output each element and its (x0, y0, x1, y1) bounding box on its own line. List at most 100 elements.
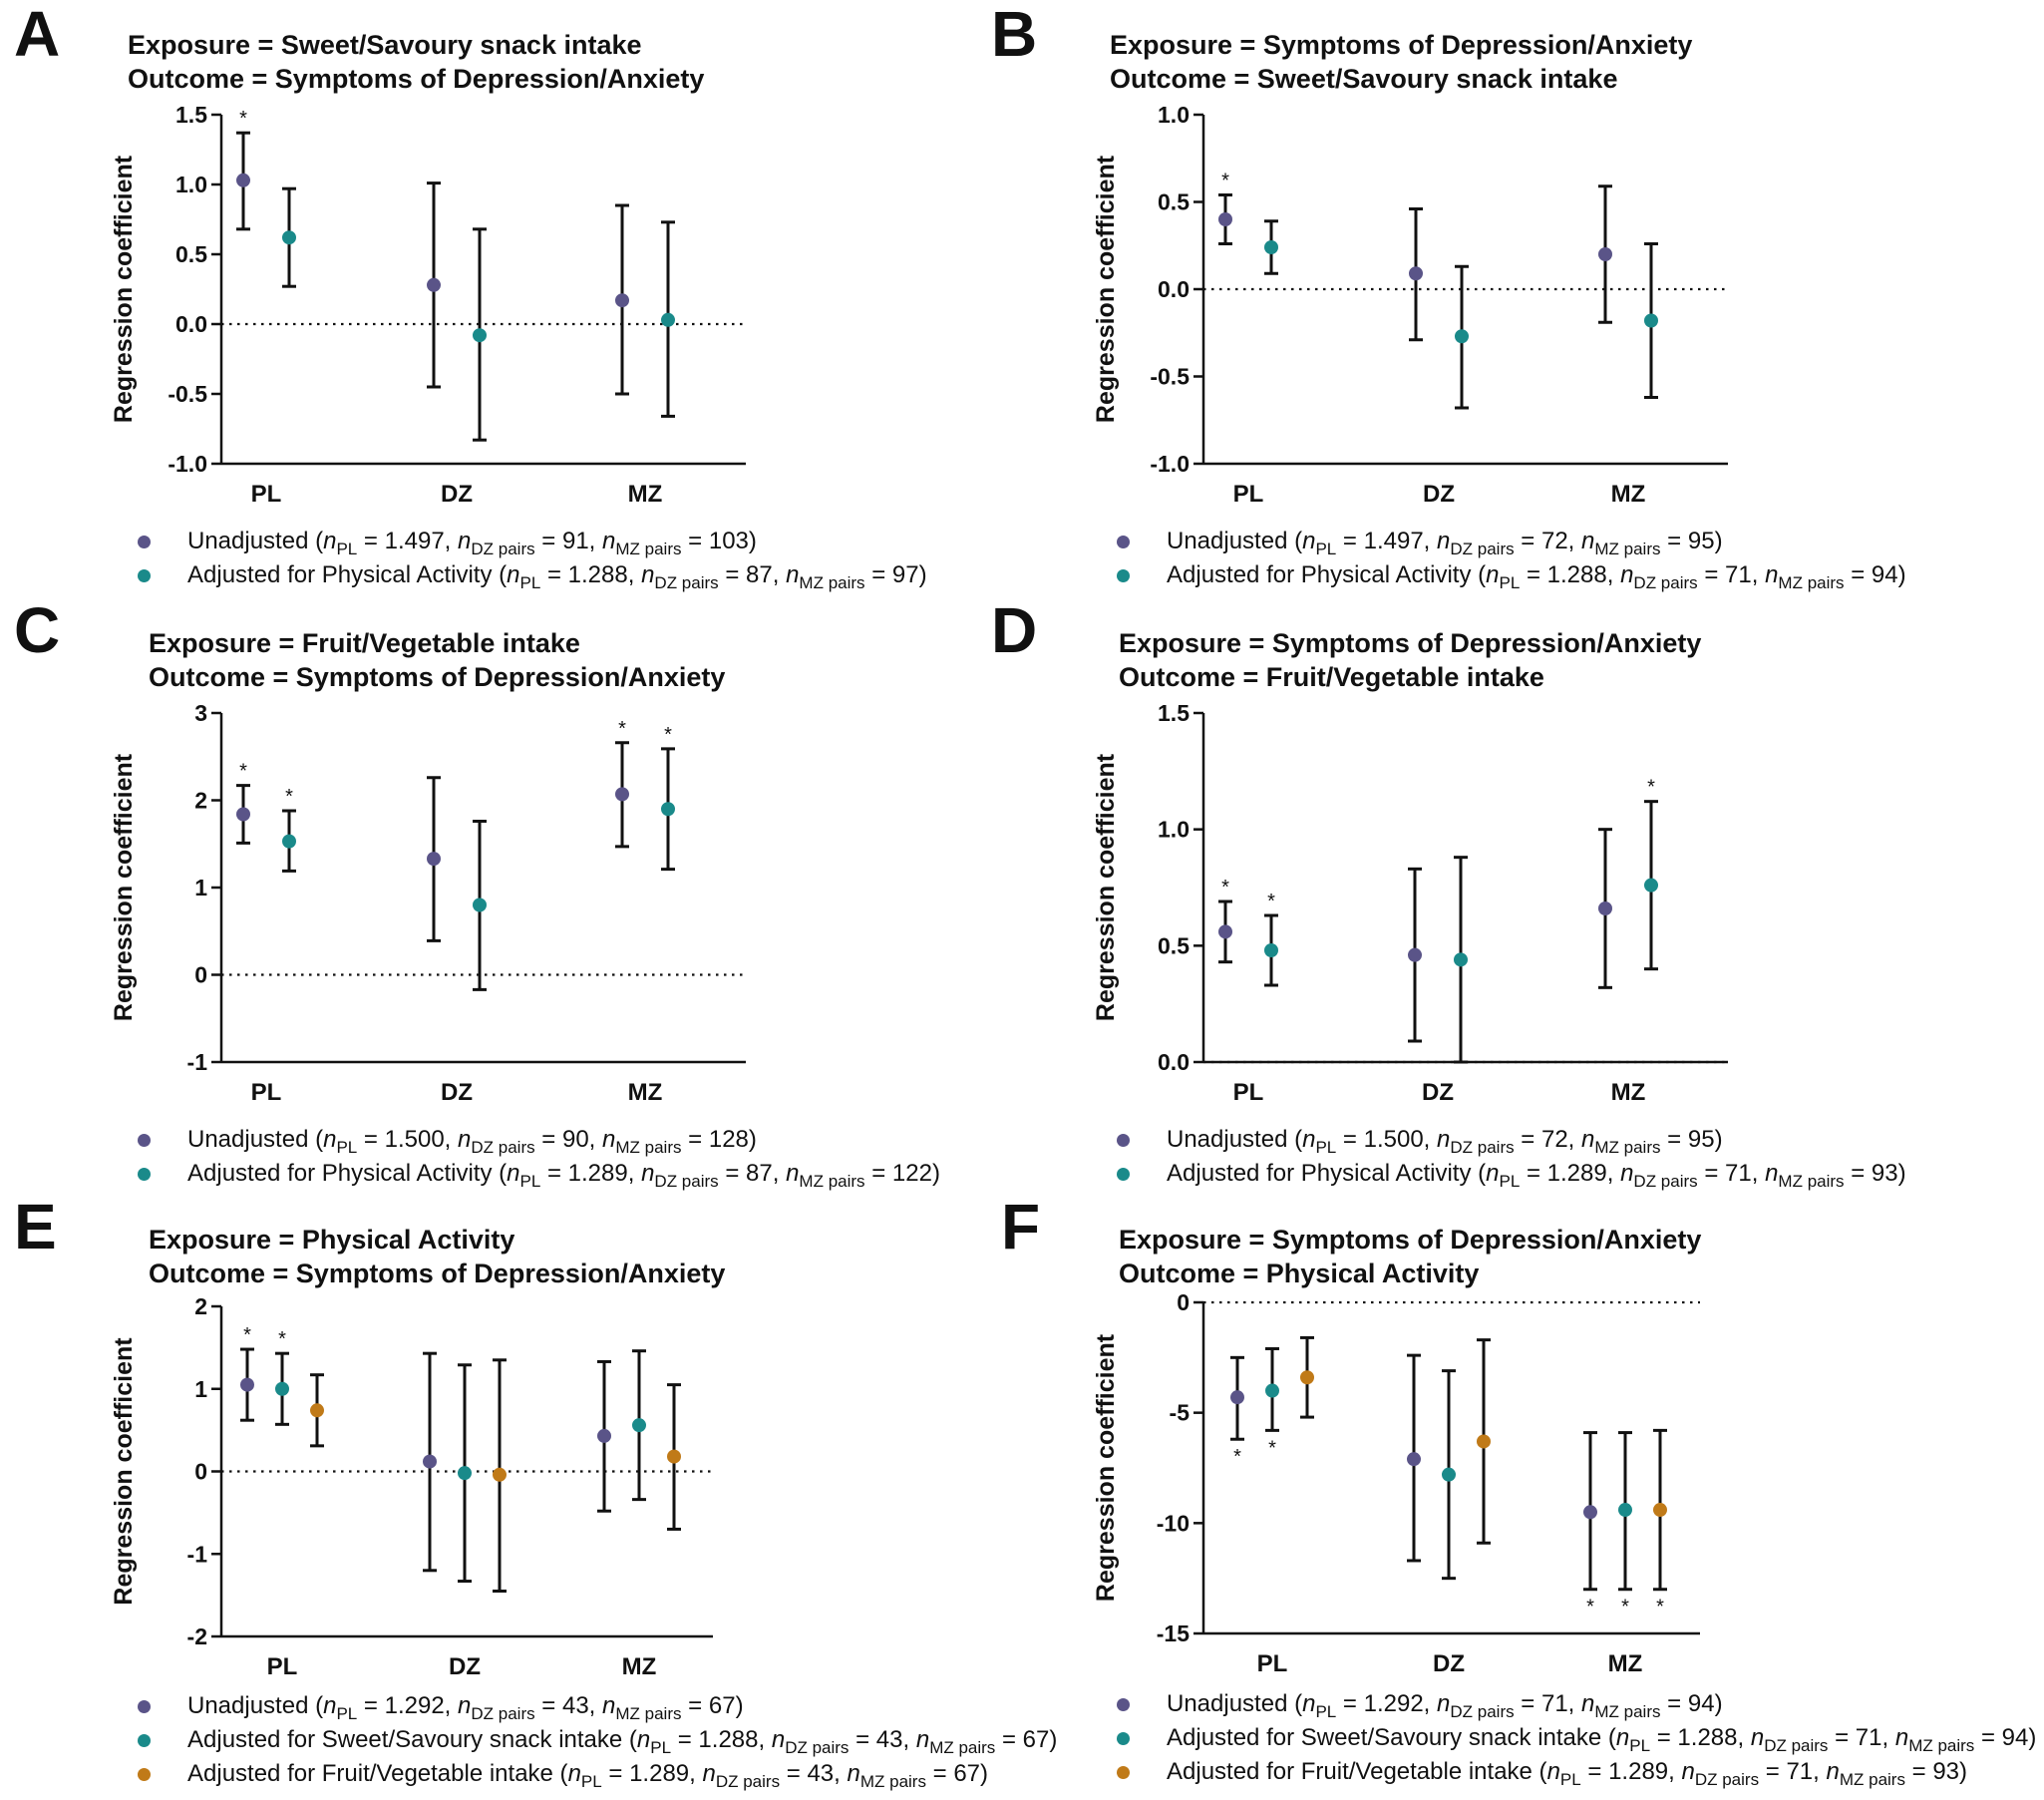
y-tick-label: 1.0 (175, 172, 207, 197)
x-tick-label: PL (251, 1079, 282, 1106)
legend-label: Adjusted for Fruit/Vegetable intake (1167, 1758, 1533, 1785)
legend-item: Unadjusted (nPL = 1.292, nDZ pairs = 43,… (138, 1689, 1057, 1723)
legend-n-mz: 97 (891, 561, 919, 588)
significance-asterisk: * (1267, 891, 1275, 912)
legend-label: Unadjusted (1167, 1690, 1288, 1717)
legend-n-dz: 91 (561, 528, 589, 554)
x-tick-label: DZ (441, 481, 473, 508)
data-point (667, 1449, 681, 1464)
legend-n-dz: 71 (1540, 1690, 1568, 1717)
data-point (1442, 1467, 1456, 1482)
legend-label: Adjusted for Physical Activity (1167, 1160, 1472, 1187)
exposure-line: Exposure = Symptoms of Depression/Anxiet… (1110, 30, 1693, 60)
legend-label: Unadjusted (187, 528, 309, 554)
x-tick-label: DZ (441, 1079, 473, 1106)
legend-label: Unadjusted (187, 1692, 309, 1719)
x-tick-label: PL (1233, 1079, 1264, 1106)
y-tick-label: 1.0 (1158, 817, 1190, 843)
panel-letter: E (14, 1191, 57, 1262)
y-tick-label: 0 (194, 1459, 207, 1485)
data-point (275, 1381, 289, 1396)
panel-title: Exposure = Symptoms of Depression/Anxiet… (1110, 28, 1692, 96)
legend-label: Adjusted for Sweet/Savoury snack intake (187, 1726, 623, 1753)
significance-asterisk: * (1621, 1597, 1629, 1619)
significance-asterisk: * (1656, 1597, 1664, 1619)
significance-asterisk: * (1268, 1437, 1276, 1459)
legend-label: Adjusted for Fruit/Vegetable intake (187, 1760, 553, 1787)
chart-f: Regression coefficient 0 -5 -10 -15 PL DZ MZ * * *… (1092, 1289, 1700, 1677)
y-tick-label: -0.5 (1150, 364, 1190, 390)
y-axis-label: Regression coefficient (110, 155, 138, 423)
y-tick-label: -0.5 (168, 381, 207, 407)
data-point (1230, 1390, 1244, 1405)
y-tick-label: 2 (194, 1293, 207, 1319)
data-point (427, 277, 441, 292)
panel-title: Exposure = Symptoms of Depression/Anxiet… (1119, 626, 1701, 694)
chart-a: Regression coefficient 1.5 1.0 0.5 0.0 -0.5 -1… (110, 102, 746, 508)
legend-item: Unadjusted (nPL = 1.292, nDZ pairs = 71,… (1117, 1687, 2036, 1721)
data-point (661, 312, 675, 327)
legend-n-mz: 94 (1687, 1690, 1715, 1717)
legend-n-mz: 67 (1022, 1726, 1050, 1753)
y-axis-label: Regression coefficient (1092, 155, 1120, 423)
legend-label: Adjusted for Physical Activity (187, 561, 493, 588)
x-tick-label: DZ (449, 1653, 481, 1680)
legend-marker (1117, 1134, 1130, 1147)
y-axis-label: Regression coefficient (110, 1337, 138, 1606)
data-point (1618, 1503, 1632, 1518)
x-tick-label: DZ (1423, 481, 1455, 508)
data-point (661, 802, 675, 817)
y-tick-label: -1.0 (168, 451, 207, 477)
legend-item: Unadjusted (nPL = 1.497, nDZ pairs = 91,… (138, 525, 927, 558)
y-tick-label: 2 (194, 788, 207, 814)
legend-label: Adjusted for Physical Activity (187, 1160, 493, 1187)
significance-asterisk: * (278, 1328, 286, 1350)
data-point (1644, 313, 1658, 328)
legend-n-pl: 1.289 (1546, 1160, 1607, 1187)
legend-n-dz: 43 (807, 1760, 835, 1787)
x-tick-label: DZ (1422, 1079, 1454, 1106)
legend-n-dz: 71 (1855, 1724, 1882, 1751)
significance-asterisk: * (664, 724, 672, 746)
significance-asterisk: * (1221, 877, 1229, 899)
legend-n-mz: 94 (1871, 561, 1898, 588)
significance-asterisk: * (1221, 171, 1229, 192)
x-tick-label: PL (1233, 481, 1264, 508)
x-tick-label: MZ (628, 481, 663, 508)
x-tick-label: PL (1257, 1650, 1288, 1677)
data-point (615, 293, 629, 308)
legend-n-mz: 93 (1871, 1160, 1898, 1187)
significance-asterisk: * (1586, 1597, 1594, 1619)
exposure-line: Exposure = Symptoms of Depression/Anxiet… (1119, 628, 1702, 658)
outcome-line: Outcome = Fruit/Vegetable intake (1119, 662, 1544, 692)
legend-marker (1117, 569, 1130, 582)
data-point (1653, 1503, 1667, 1518)
significance-asterisk: * (239, 761, 247, 783)
legend-n-pl: 1.500 (1363, 1126, 1424, 1153)
chart-d: Regression coefficient 1.5 1.0 0.5 0.0 PL DZ MZ… (1092, 700, 1728, 1106)
chart-e: Regression coefficient 2 1 0 -1 -2 PL DZ MZ * * (110, 1293, 713, 1680)
legend-n-pl: 1.497 (384, 528, 445, 554)
legend-marker (138, 1768, 151, 1781)
data-point (1455, 329, 1469, 344)
x-tick-label: MZ (1611, 481, 1646, 508)
legend-d: Unadjusted (nPL = 1.500, nDZ pairs = 72,… (1117, 1123, 1906, 1191)
y-tick-label: -1.0 (1150, 451, 1190, 477)
legend-marker (1117, 536, 1130, 548)
y-tick-label: 0.5 (1158, 932, 1190, 958)
data-point (473, 898, 487, 912)
legend-n-dz: 71 (1786, 1758, 1814, 1785)
legend-marker (1117, 1732, 1130, 1745)
legend-n-dz: 87 (746, 561, 773, 588)
significance-asterisk: * (243, 1324, 251, 1346)
data-point (236, 807, 250, 822)
legend-n-pl: 1.288 (1677, 1724, 1738, 1751)
legend-item: Adjusted for Fruit/Vegetable intake (nPL… (1117, 1755, 2036, 1789)
y-tick-label: 0 (194, 962, 207, 988)
data-point (632, 1418, 646, 1433)
legend-n-pl: 1.292 (384, 1692, 445, 1719)
legend-label: Unadjusted (1167, 528, 1288, 554)
y-axis-label: Regression coefficient (1092, 753, 1120, 1021)
legend-n-pl: 1.288 (1546, 561, 1607, 588)
legend-n-dz: 90 (561, 1126, 589, 1153)
